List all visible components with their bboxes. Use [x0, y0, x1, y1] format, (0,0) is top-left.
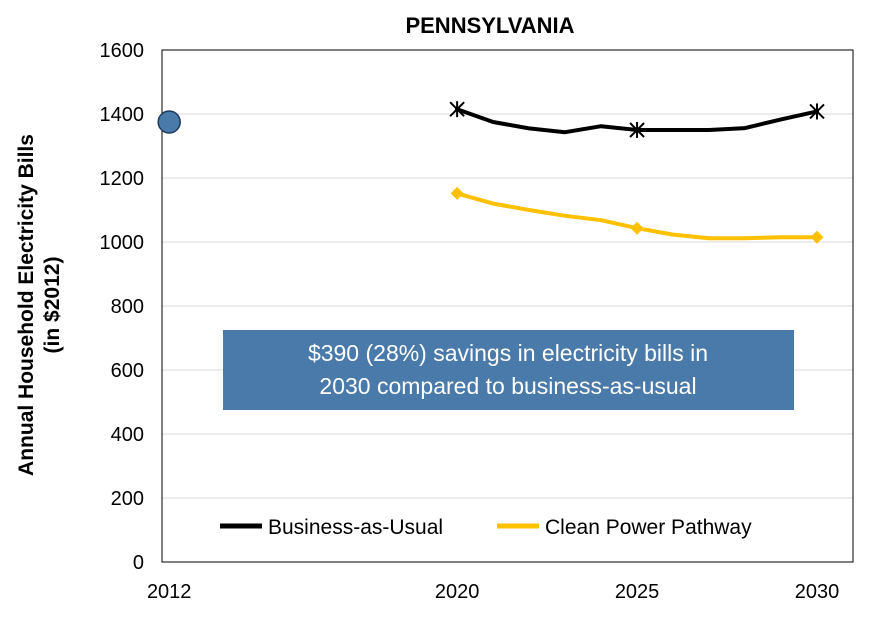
data-point-business-as-usual-2020	[449, 101, 465, 118]
x-tick-label-2012: 2012	[147, 581, 192, 603]
y-tick-label-600: 600	[111, 360, 144, 382]
annotation-text-line2: 2030 compared to business-as-usual	[319, 373, 696, 399]
y-axis-label-line2: (in $2012)	[41, 257, 64, 354]
chart-title: PENNSYLVANIA	[405, 13, 574, 38]
y-axis-label: Annual Household Electricity Bills (in $…	[15, 134, 64, 476]
legend-label-business-as-usual: Business-as-Usual	[268, 516, 443, 539]
x-tick-label-2030: 2030	[795, 581, 840, 603]
diamond-marker	[450, 186, 464, 200]
legend-label-clean-power-pathway: Clean Power Pathway	[545, 516, 752, 539]
y-axis-label-line1: Annual Household Electricity Bills	[15, 134, 38, 476]
y-tick-label-1600: 1600	[100, 40, 145, 62]
gridlines	[162, 113, 853, 499]
y-tick-label-1200: 1200	[100, 168, 145, 190]
plot-area-frame	[161, 49, 854, 563]
y-tick-label-200: 200	[111, 488, 144, 510]
series-layer	[157, 101, 825, 244]
y-tick-label-0: 0	[133, 552, 144, 574]
y-tick-labels: 0 200 400 600 800 1000 1200 1400 1600	[100, 40, 145, 574]
diamond-marker	[810, 230, 824, 244]
data-point-clean-power-pathway-2020	[450, 186, 464, 200]
data-point-clean-power-pathway-2025	[630, 221, 644, 235]
y-tick-label-1000: 1000	[100, 232, 145, 254]
annotation-text-line1: $390 (28%) savings in electricity bills …	[308, 340, 708, 366]
y-tick-label-400: 400	[111, 424, 144, 446]
data-point-2012	[157, 110, 181, 134]
data-point-clean-power-pathway-2030	[810, 230, 824, 244]
data-point-business-as-usual-2030	[809, 103, 825, 120]
annotation-background	[223, 330, 794, 410]
annotation-box: $390 (28%) savings in electricity bills …	[223, 330, 794, 410]
legend: Business-as-Usual Clean Power Pathway	[220, 516, 752, 539]
y-tick-label-800: 800	[111, 296, 144, 318]
y-tick-label-1400: 1400	[100, 104, 145, 126]
x-tick-label-2020: 2020	[435, 581, 480, 603]
diamond-marker	[630, 221, 644, 235]
data-point-business-as-usual-2025	[629, 122, 645, 138]
x-tick-label-2025: 2025	[615, 581, 660, 603]
x-tick-labels: 2012 2020 2025 2030	[147, 581, 839, 603]
